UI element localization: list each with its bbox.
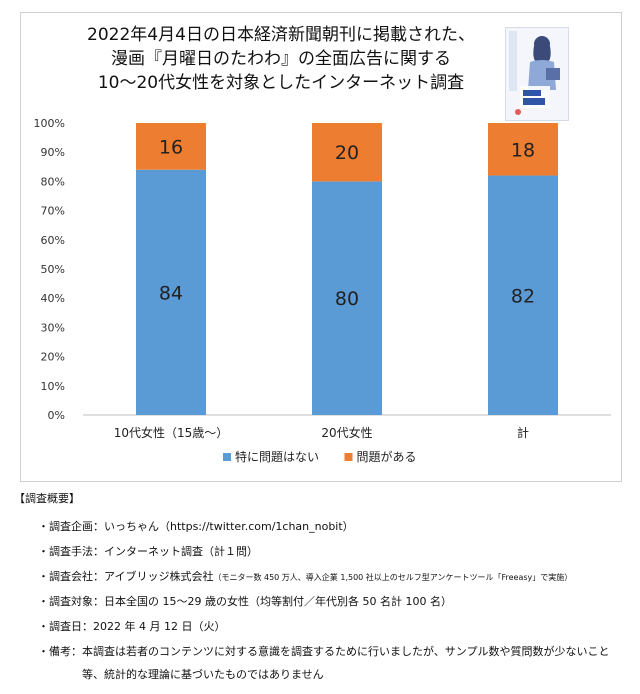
x-tick-label: 20代女性 — [321, 425, 372, 440]
stacked-bar-chart: 0% 10% 20% 30% 40% 50% 60% 70% 80% 90% 100% 84 16 10代… — [34, 117, 611, 464]
data-label: 16 — [159, 136, 183, 158]
data-label: 20 — [335, 142, 359, 164]
chart-frame: 2022年4月4日の日本経済新聞朝刊に掲載された、 漫画『月曜日のたわわ』の全面… — [20, 12, 622, 482]
y-tick-label: 50% — [41, 263, 65, 276]
y-tick-label: 20% — [41, 351, 65, 364]
bar-segment — [312, 123, 382, 182]
legend-label: 特に問題はない — [235, 449, 319, 464]
summary-item-remarks: ・備考：本調査は若者のコンテンツに対する意識を調査するために行いましたが、サンプ… — [38, 645, 610, 658]
survey-summary: 【調査概要】 ・調査企画：いっちゃん（https://twitter.com/1… — [14, 490, 630, 686]
y-tick-label: 0% — [48, 409, 65, 422]
manga-cover-illustration — [506, 28, 568, 120]
x-tick-label: 10代女性（15歳〜） — [114, 425, 229, 440]
chart-title: 2022年4月4日の日本経済新聞朝刊に掲載された、 漫画『月曜日のたわわ』の全面… — [21, 23, 541, 95]
y-tick-label: 70% — [41, 205, 65, 218]
y-tick-label: 40% — [41, 292, 65, 305]
summary-item-target: ・調査対象：日本全国の 15〜29 歳の女性（均等割付／年代別各 50 名計 1… — [38, 595, 452, 608]
summary-company-note: （モニター数 450 万人、導入企業 1,500 社以上のセルフ型アンケートツー… — [213, 573, 573, 582]
summary-heading: 【調査概要】 — [14, 492, 80, 505]
y-tick-label: 30% — [41, 321, 65, 334]
manga-cover-image — [505, 27, 569, 121]
chart-title-line-1: 2022年4月4日の日本経済新聞朝刊に掲載された、 — [87, 25, 475, 45]
legend-swatch — [223, 453, 231, 461]
legend-label: 問題がある — [357, 449, 417, 464]
data-label: 82 — [511, 285, 535, 307]
y-tick-label: 100% — [34, 117, 65, 130]
bar-segment — [136, 123, 206, 170]
chart-title-line-3: 10〜20代女性を対象としたインターネット調査 — [97, 73, 465, 93]
bar-segment — [488, 123, 558, 176]
summary-item-method: ・調査手法：インターネット調査（計１問） — [38, 545, 258, 558]
bar-segment — [136, 169, 206, 415]
summary-item-company: ・調査会社：アイブリッジ株式会社（モニター数 450 万人、導入企業 1,500… — [38, 570, 573, 583]
bar-segment — [488, 175, 558, 415]
data-label: 84 — [159, 282, 183, 304]
y-tick-label: 60% — [41, 234, 65, 247]
y-tick-label: 90% — [41, 146, 65, 159]
data-label: 80 — [335, 288, 359, 310]
data-label: 18 — [511, 139, 535, 161]
summary-item-date: ・調査日：2022 年 4 月 12 日（火） — [38, 620, 226, 633]
summary-item-planner: ・調査企画：いっちゃん（https://twitter.com/1chan_no… — [38, 520, 354, 533]
y-tick-label: 80% — [41, 175, 65, 188]
y-tick-label: 10% — [41, 380, 65, 393]
bar-segment — [312, 181, 382, 415]
summary-remarks-continuation: 等、統計的な理論に基づいたものではありません — [82, 668, 324, 681]
legend-swatch — [344, 453, 353, 461]
x-tick-label: 計 — [517, 425, 529, 440]
chart-title-line-2: 漫画『月曜日のたわわ』の全面広告に関する — [111, 49, 451, 69]
